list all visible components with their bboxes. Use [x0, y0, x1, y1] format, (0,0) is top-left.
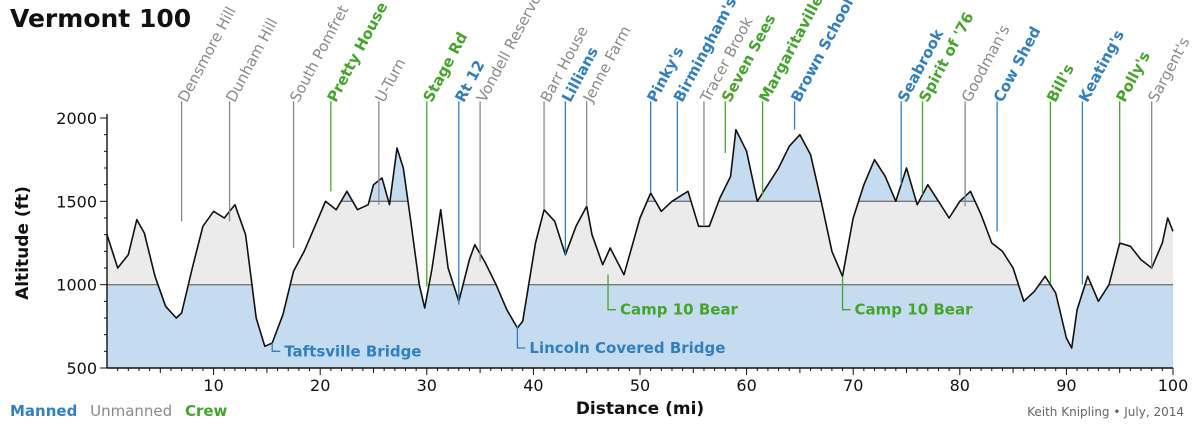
aid-station-marker [516, 326, 526, 349]
aid-station-label: Camp 10 Bear [620, 301, 739, 319]
aid-station-label: Dunham Hill [222, 15, 281, 105]
x-tick-label-90: 90 [1056, 376, 1076, 395]
x-tick-label-30: 30 [417, 376, 437, 395]
chart-title: Vermont 100 [10, 4, 192, 33]
y-tick-label-1500: 1500 [56, 192, 97, 211]
x-tick-label-60: 60 [736, 376, 756, 395]
elevation-profile-line [106, 128, 1174, 349]
axes: 10 20 30 40 50 60 70 80 90 100 500 1000 1500 2000 [56, 109, 1188, 395]
credit: Keith Knipling • July, 2014 [1027, 405, 1184, 419]
y-tick-label-500: 500 [66, 359, 97, 378]
y-tick-label-1000: 1000 [56, 276, 97, 295]
aid-station-label: Taftsville Bridge [284, 342, 421, 360]
legend-crew: Crew [184, 402, 228, 420]
aid-station-camp-10-bear-20: Camp 10 Bear [841, 276, 974, 319]
x-tick-label-80: 80 [950, 376, 970, 395]
legend: Manned Unmanned Crew [10, 402, 235, 420]
x-tick-label-10: 10 [203, 376, 223, 395]
aid-station-label: Bill's [1043, 61, 1078, 105]
x-tick-label-100: 100 [1158, 376, 1189, 395]
x-tick-label-50: 50 [630, 376, 650, 395]
x-tick-label-20: 20 [310, 376, 330, 395]
aid-station-camp-10-bear-13: Camp 10 Bear [607, 274, 739, 319]
x-tick-label-70: 70 [843, 376, 863, 395]
aid-station-label: Camp 10 Bear [855, 301, 974, 319]
band-above-1500 [107, 129, 1173, 202]
x-axis-label: Distance (mi) [576, 399, 704, 419]
aid-station-polly-s-27: Polly's [1112, 48, 1154, 243]
y-axis-label: Altitude (ft) [13, 186, 33, 300]
aid-station-label: Vondell Reservoir [473, 0, 550, 105]
aid-station-taftsville-bridge-2: Taftsville Bridge [271, 342, 421, 360]
x-tick-label-40: 40 [523, 376, 543, 395]
aid-station-label: Lincoln Covered Bridge [529, 339, 725, 357]
aid-station-goodman-s-23: Goodman's [958, 22, 1014, 207]
aid-station-pinky-s-14: Pinky's [643, 44, 687, 193]
aid-station-marker [271, 343, 281, 352]
legend-manned: Manned [10, 402, 78, 420]
y-tick-label-2000: 2000 [56, 109, 97, 128]
aid-station-marker [841, 276, 851, 311]
aid-station-dunham-hill-1: Dunham Hill [222, 15, 282, 222]
legend-unmanned: Unmanned [90, 402, 173, 420]
aid-station-bill-s-25: Bill's [1043, 61, 1078, 283]
aid-station-label: U-Turn [371, 55, 409, 105]
aid-station-lincoln-covered-bridge-9: Lincoln Covered Bridge [516, 326, 725, 357]
altitude-bands [107, 129, 1173, 368]
aid-station-vondell-reservoir-8: Vondell Reservoir [473, 0, 550, 262]
aid-station-marker [607, 274, 617, 311]
aid-station-label: Sargent's [1144, 34, 1193, 105]
band-1000-1500 [107, 201, 1173, 285]
